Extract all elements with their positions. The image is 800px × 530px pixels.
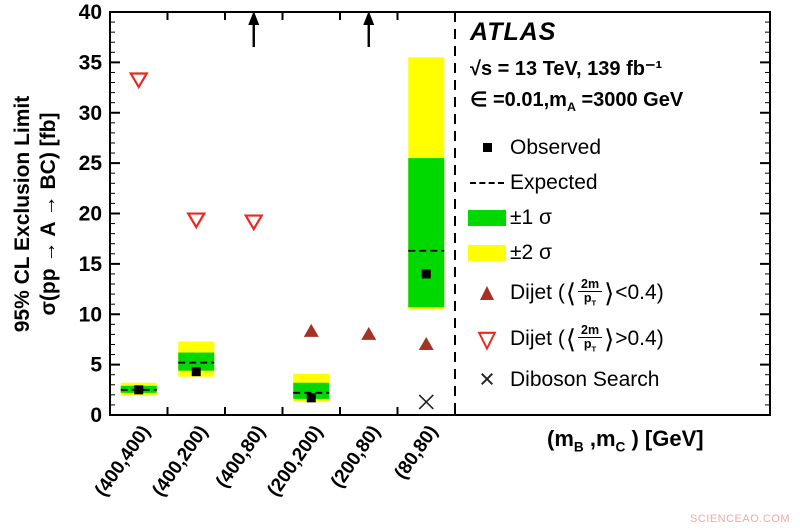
legend-observed-label: Observed	[510, 135, 602, 159]
x-title-sub-c: C	[615, 439, 626, 455]
frac-num: 2m	[578, 323, 603, 339]
dijet-open-marker	[186, 212, 207, 230]
legend-entry-2sigma: ±2 σ	[464, 236, 794, 269]
dijet-high-pre: Dijet (	[510, 327, 565, 350]
legend-dijet-high-label: Dijet (⟨ 2m pT ⟩ >0.4)	[510, 323, 664, 355]
legend-expected-label: Expected	[510, 170, 598, 194]
observed-marker	[306, 393, 316, 403]
legend-entry-expected: Expected	[464, 166, 794, 199]
x-category-label: (200,80)	[327, 422, 385, 492]
watermark: SCIENCEAO.COM	[689, 513, 790, 525]
atlas-label: ATLAS	[470, 18, 557, 46]
band-2sigma-icon	[464, 244, 510, 261]
dijet-low-pre: Dijet (	[510, 281, 565, 304]
dijet-filled-marker	[361, 326, 377, 340]
y-tick-label: 10	[79, 303, 102, 326]
y-tick-label: 5	[90, 354, 102, 377]
dijet-high-fraction: 2m pT	[578, 323, 603, 355]
x-title-pre: (m	[547, 426, 574, 451]
dijet-low-cmp: <0.4)	[615, 281, 664, 304]
x-category-label: (80,80)	[391, 422, 443, 483]
x-title-sub-b: B	[573, 439, 584, 455]
frac-den-base: p	[583, 337, 592, 352]
legend-1sigma-label: ±1 σ	[510, 205, 552, 229]
frac-num: 2m	[578, 277, 603, 293]
observed-marker	[191, 367, 201, 377]
y-tick-label: 15	[79, 253, 103, 276]
langle: ⟨	[565, 323, 576, 354]
dijet-high-cmp: >0.4)	[615, 327, 664, 350]
offscale-arrow-head	[363, 11, 375, 25]
green-band-icon	[468, 209, 506, 226]
dijet-low-fraction: 2m pT	[578, 277, 603, 309]
frac-den: pT	[583, 291, 597, 308]
params-pre: ∈ =0.01,m	[470, 89, 567, 111]
dijet-open-marker	[243, 214, 264, 232]
y-tick-label: 25	[79, 152, 103, 175]
band-1sigma	[293, 382, 330, 399]
params-sub: A	[566, 100, 576, 114]
lumi-label: √s = 13 TeV, 139 fb⁻¹	[470, 58, 663, 80]
langle: ⟨	[565, 277, 576, 308]
cross-icon: ×	[479, 364, 495, 394]
frac-den-base: p	[583, 291, 592, 306]
x-category-label: (200,200)	[263, 422, 327, 501]
y-axis-title-line2: σ(pp → A → BC) [fb]	[37, 112, 60, 316]
observed-marker	[134, 385, 144, 395]
y-axis-title: 95% CL Exclusion Limit σ(pp → A → BC) [f…	[10, 96, 63, 333]
rangle: ⟩	[604, 277, 615, 308]
band-1sigma	[178, 352, 215, 371]
dijet-filled-marker	[418, 336, 434, 350]
legend: ATLAS √s = 13 TeV, 139 fb⁻¹ ∈ =0.01,mA =…	[464, 16, 794, 396]
frac-den-sub: T	[591, 344, 597, 354]
band-1sigma-icon	[464, 209, 510, 226]
legend-diboson-label: Diboson Search	[510, 367, 660, 391]
legend-dijet-low-label: Dijet (⟨ 2m pT ⟩ <0.4)	[510, 277, 664, 309]
filled-triangle-icon: ▲	[475, 279, 499, 306]
legend-entry-dijet-low: ▲ Dijet (⟨ 2m pT ⟩ <0.4)	[464, 271, 794, 315]
y-tick-label: 30	[79, 102, 102, 125]
legend-entry-observed: Observed	[464, 131, 794, 164]
open-triangle-icon: ▽	[478, 325, 496, 352]
y-axis-title-line1: 95% CL Exclusion Limit	[10, 95, 34, 333]
band-1sigma	[408, 158, 445, 308]
x-title-post: ) [GeV]	[625, 426, 704, 451]
x-category-label: (400,80)	[212, 422, 270, 492]
frac-den: pT	[583, 337, 597, 354]
dijet-filled-marker	[303, 323, 319, 337]
expected-marker-icon	[464, 181, 510, 184]
y-tick-label: 0	[90, 404, 102, 427]
dashed-line-icon	[470, 181, 504, 184]
yellow-band-icon	[468, 244, 506, 261]
dijet-open-marker	[128, 72, 149, 90]
black-square-icon	[482, 143, 492, 152]
x-category-label: (400,400)	[91, 422, 155, 501]
x-title-mid: ,m	[583, 426, 616, 451]
x-axis-title: (mB ,mC ) [GeV]	[547, 426, 704, 454]
legend-entry-1sigma: ±1 σ	[464, 201, 794, 234]
legend-2sigma-label: ±2 σ	[510, 240, 552, 264]
observed-marker-icon	[464, 143, 510, 152]
legend-entry-dijet-high: ▽ Dijet (⟨ 2m pT ⟩ >0.4)	[464, 317, 794, 361]
params-post: =3000 GeV	[575, 89, 684, 111]
x-category-label: (400,200)	[148, 422, 212, 501]
rangle: ⟩	[604, 323, 615, 354]
params-label: ∈ =0.01,mA =3000 GeV	[470, 87, 794, 114]
frac-den-sub: T	[591, 298, 597, 308]
y-tick-label: 40	[79, 1, 102, 24]
diboson-cross	[418, 394, 434, 410]
y-tick-label: 20	[79, 203, 102, 226]
offscale-arrow-head	[248, 11, 260, 25]
y-tick-label: 35	[79, 51, 103, 74]
observed-marker	[421, 269, 431, 279]
legend-entry-diboson: × Diboson Search	[464, 363, 794, 396]
